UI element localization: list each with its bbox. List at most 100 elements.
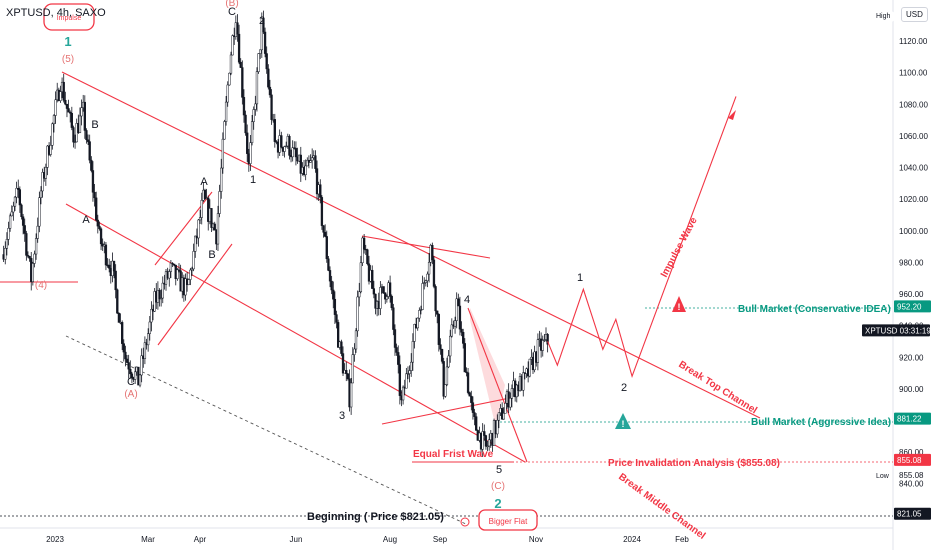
candle-body [23, 225, 26, 234]
y-tick-label: 840.00 [899, 480, 924, 489]
candle-body [411, 341, 414, 363]
candle-body [190, 268, 194, 271]
candle-body [244, 114, 247, 134]
candle-body [242, 97, 246, 116]
candle-body [51, 123, 54, 146]
candle-body [309, 160, 312, 163]
candle-body [413, 324, 416, 342]
currency-button[interactable]: USD [901, 7, 928, 22]
triangle-bottom-line [381, 397, 511, 425]
candle-body [36, 225, 39, 239]
bull-conservative-label: Bull Market (Conservative IDEA) [738, 304, 891, 315]
scale-button[interactable]: High [872, 11, 895, 22]
candle-body [468, 392, 471, 397]
candle-body [117, 312, 121, 323]
wave-label: A [82, 214, 90, 226]
candle-body [95, 197, 98, 221]
candle-body [502, 413, 505, 420]
price-axis-tag [894, 300, 931, 313]
candle-body [460, 328, 463, 333]
candle-body [335, 314, 338, 323]
candle-body [134, 371, 137, 380]
wave-label: (B) [225, 0, 238, 9]
candle-body [546, 334, 549, 345]
candle-body [379, 287, 382, 309]
candle-body [177, 269, 181, 271]
y-tick-label: 860.00 [899, 448, 924, 457]
candle-body [239, 61, 242, 68]
candle-body [80, 107, 83, 117]
candle-body [241, 67, 244, 98]
candle-body [69, 111, 72, 114]
candle-body [25, 233, 28, 256]
candle-body [250, 121, 254, 143]
wave-label: 4 [464, 294, 470, 306]
candle-body [96, 219, 99, 227]
wave-label: (A) [124, 389, 137, 400]
candle-body [99, 228, 103, 245]
candle-body [229, 54, 233, 74]
wave-label: (5) [62, 54, 74, 65]
wave-label: B [91, 119, 98, 131]
candle-body [223, 121, 226, 140]
candle-body [353, 348, 356, 355]
triangle-top-line [361, 235, 491, 259]
y-tick-label: 980.00 [899, 258, 924, 267]
candle-body [44, 167, 47, 179]
candle-body [351, 354, 354, 384]
price-axis-tag-label: 952.20 [897, 302, 922, 311]
x-tick-label: Sep [433, 535, 448, 544]
wave-label: C [228, 6, 236, 18]
candle-body [130, 373, 134, 378]
price-axis-tag-label: XPTUSD 03:31:19 [865, 326, 931, 335]
wave-label: C [127, 376, 135, 388]
projection-arrowhead [728, 110, 736, 120]
candle-body [8, 215, 12, 229]
candle-body [91, 170, 95, 193]
candle-body [481, 431, 484, 450]
candle-body [259, 49, 262, 54]
candle-body [382, 286, 385, 294]
candle-body [189, 269, 192, 280]
x-tick-label: Feb [675, 535, 689, 544]
candle-body [12, 205, 15, 213]
candle-body [515, 384, 518, 398]
candle-body [41, 172, 44, 192]
candle-body [536, 339, 540, 363]
candle-body [198, 217, 202, 221]
impulse-box [43, 3, 95, 31]
candle-body [466, 372, 470, 393]
price-axis-panel[interactable] [893, 0, 932, 550]
candle-body [384, 292, 387, 300]
candle-body [255, 71, 259, 105]
candle-body [270, 94, 273, 120]
price-axis-tag [862, 324, 930, 337]
candle-body [432, 259, 436, 287]
wave-label: 5 [496, 464, 502, 476]
candle-body [473, 412, 476, 417]
candle-body [90, 159, 93, 171]
candle-body [148, 321, 151, 334]
candle-body [78, 115, 82, 133]
candle-body [349, 382, 353, 408]
candle-body [496, 419, 499, 435]
candle-body [171, 262, 174, 265]
candle-body [88, 141, 91, 161]
candle-body [265, 53, 268, 70]
candle-body [62, 81, 65, 101]
bigger-flat-label: Bigger Flat [489, 517, 528, 526]
candle-body [324, 232, 327, 237]
candle-body [263, 31, 267, 54]
price-axis-tag [894, 453, 931, 466]
candle-body [220, 167, 223, 192]
invalidation-label: Price Invalidation Analysis ($855.08) [608, 458, 780, 469]
wave5-target-line [467, 307, 528, 463]
y-tick-label: 900.00 [899, 385, 924, 394]
candle-body [273, 119, 276, 142]
candle-body [138, 374, 142, 386]
candle-body [388, 282, 392, 297]
candle-body [226, 84, 229, 103]
candle-body [458, 305, 462, 330]
candle-body [18, 189, 22, 206]
